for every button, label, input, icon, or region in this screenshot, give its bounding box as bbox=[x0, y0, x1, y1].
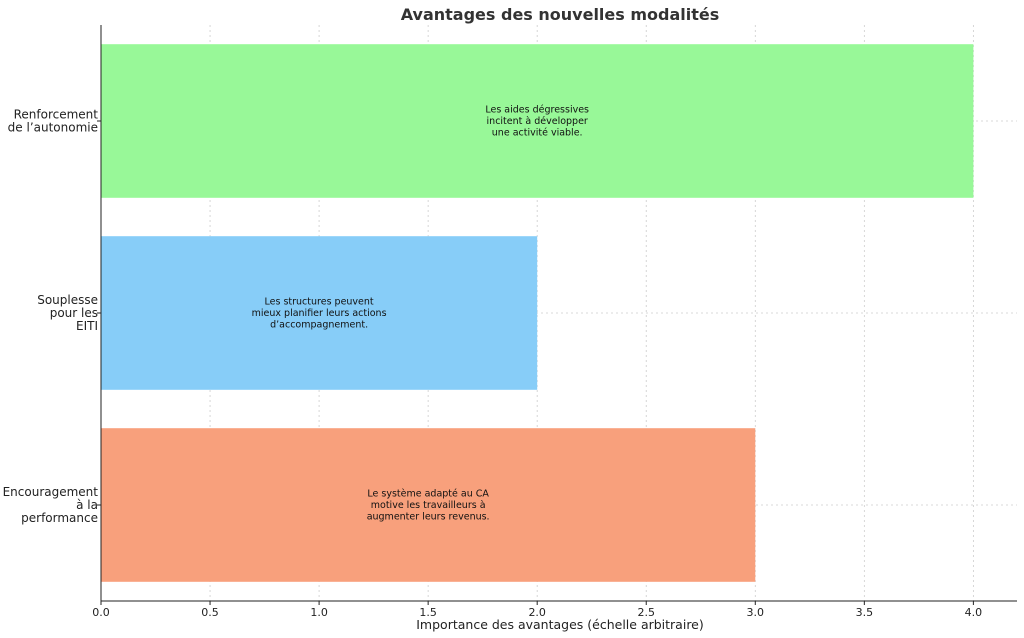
x-tick-label: 4.0 bbox=[965, 606, 983, 619]
category-label-line: performance bbox=[21, 511, 98, 525]
bar-annotation: Les structures peuvent mieux planifier le… bbox=[252, 297, 387, 331]
x-tick-label: 0.0 bbox=[92, 606, 110, 619]
bar-annotations: Les aides dégressives incitent à développ… bbox=[252, 105, 589, 523]
category-label-line: pour les bbox=[50, 306, 98, 320]
x-tick-label: 2.0 bbox=[528, 606, 546, 619]
bar-annotation: Le système adapté au CA motive les travai… bbox=[367, 489, 490, 523]
bar-annotation-line: incitent à développer bbox=[487, 116, 588, 127]
category-label: Encouragement à la performance bbox=[3, 485, 99, 525]
bars bbox=[101, 44, 974, 582]
bar-annotation: Les aides dégressives incitent à développ… bbox=[485, 105, 589, 139]
x-axis-label: Importance des avantages (échelle arbitr… bbox=[416, 617, 704, 632]
bar-annotation-line: d’accompagnement. bbox=[270, 320, 368, 331]
category-label-line: Renforcement bbox=[14, 108, 99, 122]
category-label-line: à la bbox=[76, 498, 98, 512]
x-tick-label: 2.5 bbox=[637, 606, 655, 619]
x-tick-label: 3.0 bbox=[747, 606, 765, 619]
category-label-line: EITI bbox=[76, 319, 98, 333]
x-tick-label: 0.5 bbox=[201, 606, 219, 619]
bar-annotation-line: une activité viable. bbox=[492, 128, 583, 139]
category-label-line: Souplesse bbox=[37, 293, 98, 307]
bar-annotation-line: Les structures peuvent bbox=[265, 297, 374, 308]
category-label-line: de l’autonomie bbox=[8, 121, 98, 135]
category-label: Renforcement de l’autonomie bbox=[8, 108, 99, 135]
bar-annotation-line: Le système adapté au CA bbox=[367, 489, 489, 500]
x-tick-label: 3.5 bbox=[856, 606, 874, 619]
bar-annotation-line: motive les travailleurs à bbox=[371, 500, 486, 511]
category-label-line: Encouragement bbox=[3, 485, 99, 499]
bar bbox=[101, 236, 538, 390]
category-label: Souplesse pour les EITI bbox=[37, 293, 98, 333]
x-tick-label: 1.0 bbox=[310, 606, 328, 619]
bar bbox=[101, 428, 756, 582]
x-tick-label: 1.5 bbox=[419, 606, 437, 619]
bar bbox=[101, 44, 974, 198]
bar-annotation-line: augmenter leurs revenus. bbox=[367, 512, 490, 523]
chart-title: Avantages des nouvelles modalités bbox=[401, 5, 720, 24]
bar-annotation-line: Les aides dégressives bbox=[485, 105, 589, 116]
bar-annotation-line: mieux planifier leurs actions bbox=[252, 308, 387, 319]
